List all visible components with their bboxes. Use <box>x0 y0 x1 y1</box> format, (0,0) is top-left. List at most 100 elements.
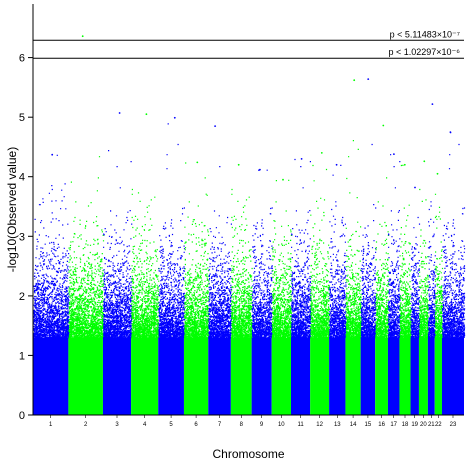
chromosome-19-dense-points <box>410 337 419 415</box>
chromosome-13-top-point <box>335 163 338 166</box>
chromosome-13-scatter-points <box>329 164 347 339</box>
y-tick-label-3: 3 <box>19 231 25 243</box>
chromosome-17-dense-points <box>387 337 400 415</box>
x-tick-label-5: 5 <box>169 422 173 428</box>
y-tick-label-6: 6 <box>19 53 25 65</box>
chromosome-7-top-point <box>214 125 217 127</box>
x-tick-label-1: 1 <box>49 422 53 428</box>
chromosome-22-points <box>434 172 444 415</box>
x-tick-label-13: 13 <box>334 422 341 428</box>
x-tick-label-23: 23 <box>450 422 457 428</box>
chromosome-14-scatter-points <box>345 140 362 339</box>
y-axis-ticks: 0 1 2 3 4 5 6 <box>19 53 33 422</box>
chromosome-7-dense-points <box>208 337 231 415</box>
chromosome-17-scatter-points <box>388 154 401 339</box>
chromosome-15-dense-points <box>360 337 376 415</box>
x-tick-label-7: 7 <box>218 422 222 428</box>
x-tick-label-19: 19 <box>411 422 418 428</box>
chromosome-16-points <box>375 124 390 415</box>
data-points <box>33 35 466 415</box>
chromosome-2-points <box>68 35 105 415</box>
chromosome-13-points <box>329 163 347 415</box>
chromosome-2-top-point <box>81 35 84 38</box>
chromosome-17-points <box>387 153 401 415</box>
y-tick-label-4: 4 <box>19 172 25 184</box>
chromosome-15-top-point <box>367 78 370 80</box>
chromosome-7-points <box>208 125 233 415</box>
chromosome-9-points <box>251 168 273 415</box>
chromosome-2-scatter-points <box>68 156 105 339</box>
chromosome-20-scatter-points <box>419 188 430 339</box>
threshold-lines: p < 5.11483×10⁻⁷ p < 1.02297×10⁻⁶ <box>33 29 464 59</box>
x-tick-label-21: 21 <box>428 422 435 428</box>
chromosome-21-dense-points <box>427 337 435 415</box>
chromosome-3-points <box>102 112 133 415</box>
chromosome-12-top-point <box>320 152 323 154</box>
chromosome-14-dense-points <box>345 337 361 415</box>
x-tick-label-15: 15 <box>365 422 372 428</box>
y-tick-label-5: 5 <box>19 112 25 124</box>
chromosome-11-points <box>291 158 312 415</box>
chromosome-19-top-point <box>414 186 416 189</box>
chromosome-12-dense-points <box>310 337 330 415</box>
chromosome-1-scatter-points <box>33 154 70 339</box>
chromosome-21-points <box>427 103 436 415</box>
chromosome-6-points <box>183 161 210 415</box>
chromosome-16-top-point <box>382 124 385 127</box>
chromosome-6-scatter-points <box>184 162 210 339</box>
chromosome-12-points <box>310 152 331 415</box>
chromosome-8-top-point <box>237 163 240 166</box>
chromosome-9-scatter-points <box>251 169 273 339</box>
x-tick-label-8: 8 <box>240 422 244 428</box>
chromosome-11-dense-points <box>291 337 311 415</box>
chromosome-20-dense-points <box>418 337 428 415</box>
y-tick-label-1: 1 <box>19 350 25 362</box>
chromosome-23-scatter-points <box>442 132 466 339</box>
chromosome-10-points <box>271 178 293 415</box>
chromosome-20-top-point <box>423 160 426 163</box>
chromosome-16-scatter-points <box>375 177 390 339</box>
x-tick-label-16: 16 <box>378 422 385 428</box>
chromosome-15-scatter-points <box>360 143 377 339</box>
x-axis-title: Chromosome <box>212 447 284 461</box>
chromosome-1-points <box>33 153 70 415</box>
chromosome-21-top-point <box>431 103 434 105</box>
chromosome-18-top-point <box>403 163 406 166</box>
chromosome-7-scatter-points <box>208 166 233 339</box>
chromosome-5-dense-points <box>158 337 184 415</box>
x-tick-label-2: 2 <box>84 422 88 428</box>
x-tick-label-17: 17 <box>390 422 397 428</box>
chromosome-11-scatter-points <box>291 158 312 339</box>
x-tick-label-18: 18 <box>402 422 409 428</box>
threshold-label-2: p < 1.02297×10⁻⁶ <box>388 47 460 57</box>
chromosome-23-points <box>441 131 466 415</box>
chromosome-5-top-point <box>173 116 176 119</box>
chromosome-22-scatter-points <box>434 193 444 339</box>
chromosome-8-points <box>230 163 253 415</box>
x-tick-label-14: 14 <box>350 422 357 428</box>
y-axis-title: -log10(Observed value) <box>5 147 19 272</box>
x-tick-label-4: 4 <box>143 422 147 428</box>
chromosome-1-dense-points <box>33 337 69 415</box>
x-tick-label-12: 12 <box>316 422 323 428</box>
chromosome-17-top-point <box>393 153 395 156</box>
chromosome-22-dense-points <box>434 337 442 415</box>
chromosome-14-top-point <box>353 79 356 82</box>
chromosome-12-scatter-points <box>310 164 331 339</box>
chromosome-15-points <box>360 78 377 415</box>
chromosome-8-dense-points <box>230 337 252 415</box>
chromosome-23-top-point <box>449 131 452 134</box>
chromosome-16-dense-points <box>375 337 388 415</box>
chromosome-5-points <box>158 116 186 415</box>
chromosome-4-points <box>131 113 160 415</box>
chromosome-19-points <box>410 186 421 415</box>
y-tick-label-2: 2 <box>19 291 25 303</box>
chromosome-21-scatter-points <box>427 201 436 339</box>
x-tick-label-9: 9 <box>260 422 264 428</box>
chromosome-19-scatter-points <box>410 216 421 339</box>
x-tick-label-20: 20 <box>420 422 427 428</box>
chromosome-9-top-point <box>259 168 261 171</box>
chromosome-6-dense-points <box>183 337 209 415</box>
x-tick-label-11: 11 <box>297 422 304 428</box>
